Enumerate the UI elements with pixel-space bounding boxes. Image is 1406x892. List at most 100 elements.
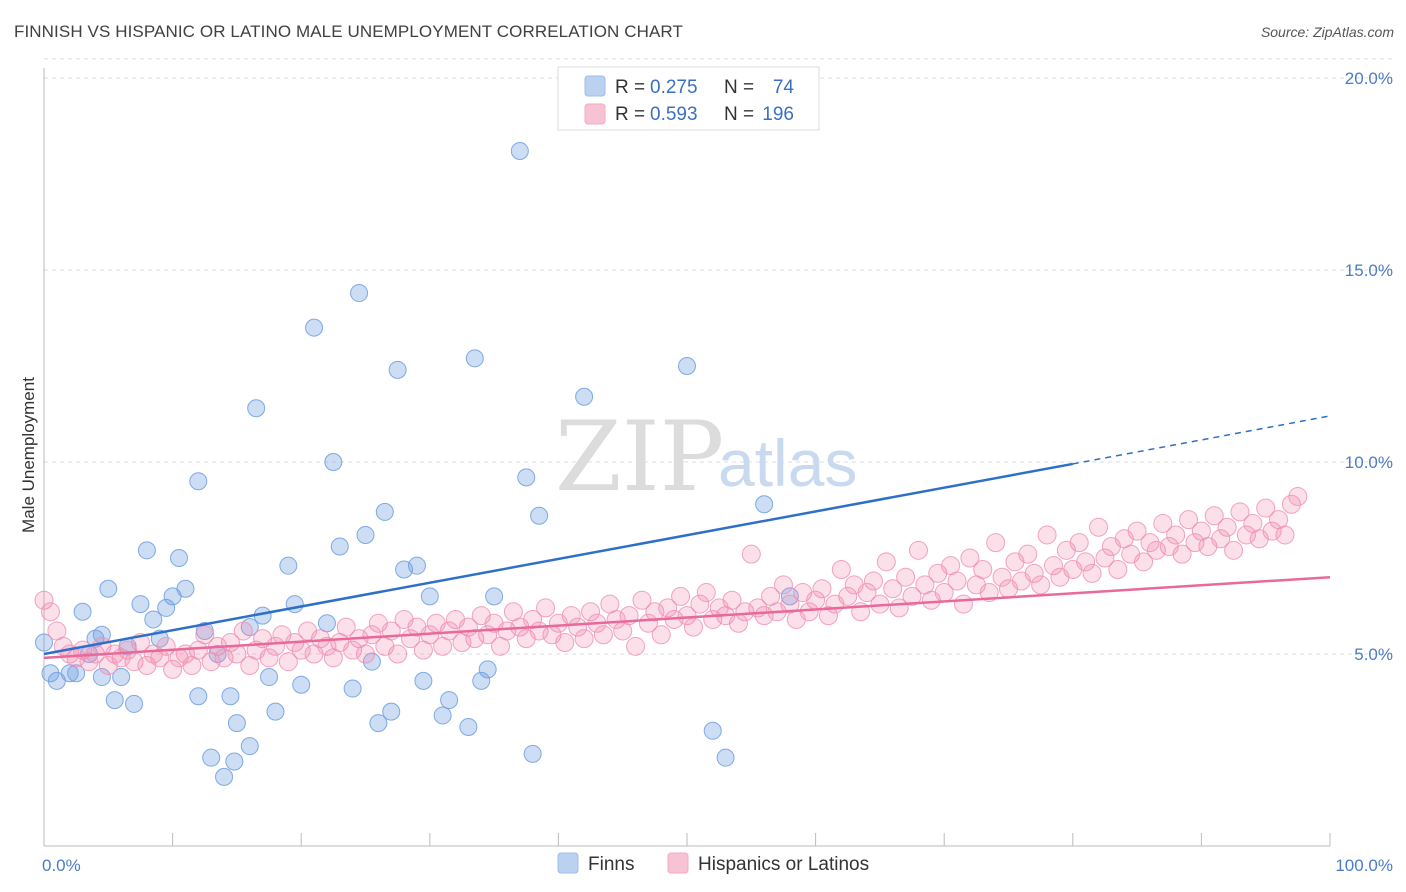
legend-r-value-hispanics: 0.593 [650, 104, 698, 125]
source-label: Source: ZipAtlas.com [1260, 24, 1394, 40]
hispanics-point [960, 548, 980, 568]
finns-point [369, 714, 388, 733]
hispanics-point [1037, 525, 1057, 545]
hispanics-point [1204, 506, 1224, 526]
finns-point [755, 495, 774, 514]
chart-title: FINNISH VS HISPANIC OR LATINO MALE UNEMP… [14, 22, 683, 41]
hispanics-point [818, 606, 838, 626]
finns-point [414, 671, 433, 690]
finns-trend-line [43, 462, 1074, 656]
finns-point [362, 652, 381, 671]
finns-point [240, 737, 259, 756]
hispanics-point [1230, 502, 1250, 522]
finns-point [375, 502, 394, 521]
hispanics-point [1095, 548, 1115, 568]
hispanics-point [831, 560, 851, 580]
legend-n-value-finns: 74 [773, 77, 795, 98]
hispanics-point [362, 625, 382, 645]
hispanics-point [1262, 521, 1282, 541]
finns-point [305, 318, 324, 337]
hispanics-point [722, 590, 742, 610]
finns-point [208, 645, 227, 663]
hispanics-point [1134, 552, 1154, 572]
hispanics-point [741, 544, 761, 564]
finns-point [440, 691, 459, 710]
hispanics-point [356, 644, 375, 664]
finns-point [157, 598, 176, 617]
hispanics-point [1224, 540, 1244, 560]
hispanics-point [812, 579, 832, 599]
hispanics-point [388, 644, 408, 664]
hispanics-point [947, 571, 967, 591]
hispanics-point [1288, 487, 1308, 507]
hispanics-point [677, 606, 697, 626]
legend-r-label-hispanics: R = [615, 104, 645, 125]
hispanics-point [336, 617, 356, 637]
bottom-legend-swatch-finns [557, 852, 579, 874]
hispanics-point [40, 602, 60, 622]
y-tick-label: 5.0% [1354, 645, 1393, 664]
hispanics-point [626, 636, 646, 656]
hispanics-point [310, 629, 330, 649]
finns-point [227, 714, 246, 733]
finns-point [382, 702, 401, 721]
legend-swatch-finns [584, 75, 606, 97]
hispanics-point [1146, 540, 1166, 560]
bottom-legend-label-hispanics: Hispanics or Latinos [698, 854, 869, 875]
hispanics-point [1018, 544, 1038, 564]
finns-point [131, 595, 150, 614]
hispanics-point [799, 602, 819, 622]
hispanics-point [1082, 563, 1102, 583]
hispanics-point [606, 609, 626, 629]
hispanics-point [1256, 498, 1276, 518]
finns-point [292, 675, 311, 694]
hispanics-point [1108, 560, 1128, 580]
hispanics-point [863, 571, 883, 591]
finns-point [176, 579, 195, 598]
finns-point [99, 579, 118, 598]
finns-point [67, 664, 86, 683]
finns-point [523, 744, 542, 763]
finns-point [92, 668, 111, 687]
hispanics-point [683, 617, 703, 637]
hispanics-point [1275, 525, 1295, 545]
hispanics-point [896, 567, 916, 587]
finns-point [247, 399, 266, 418]
y-tick-label: 15.0% [1345, 261, 1393, 280]
hispanics-point [1185, 533, 1205, 553]
finns-point [225, 752, 244, 771]
finns-point [105, 691, 124, 710]
hispanics-point [1179, 510, 1199, 530]
hispanics-point [1211, 529, 1231, 549]
finns-point [266, 702, 285, 721]
hispanics-point [555, 632, 575, 652]
hispanics-point [79, 652, 99, 672]
watermark-atlas: atlas [718, 426, 857, 500]
hispanics-point [992, 567, 1012, 587]
bottom-legend: Finns Hispanics or Latinos [557, 852, 869, 875]
finns-point [137, 541, 156, 560]
y-tick-label: 10.0% [1345, 453, 1393, 472]
hispanics-point [1044, 556, 1064, 576]
hispanics-point [1069, 533, 1089, 553]
hispanics-point [536, 598, 556, 618]
hispanics-point [1127, 521, 1147, 541]
finns-point [459, 717, 478, 736]
hispanics-point [754, 606, 774, 626]
finns-trend-extension [1072, 415, 1331, 465]
finns-point [350, 284, 369, 303]
hispanics-point [857, 583, 877, 603]
hispanics-point [773, 575, 793, 595]
finns-point [240, 618, 259, 637]
finns-point [324, 453, 343, 471]
finns-point [112, 668, 131, 687]
finns-point [144, 610, 163, 629]
hispanics-point [1089, 517, 1109, 537]
finns-point [465, 349, 484, 368]
hispanics-point [1236, 525, 1256, 545]
y-tick-label: 20.0% [1345, 69, 1393, 88]
finns-point [517, 468, 536, 487]
hispanics-point [902, 586, 922, 606]
x-ticks [43, 833, 1331, 846]
hispanics-point [1281, 494, 1301, 514]
